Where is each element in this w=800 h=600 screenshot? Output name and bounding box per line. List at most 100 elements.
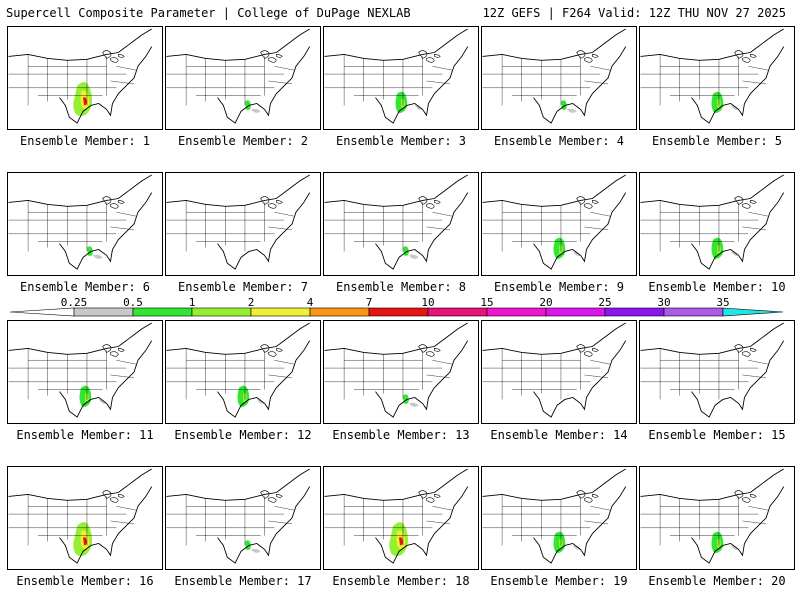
scp-contour-fill: [408, 254, 419, 259]
map-boundary-line: [260, 344, 283, 357]
scp-contour-fill: [250, 108, 261, 113]
colorbar-tick-label: 0.5: [123, 298, 143, 309]
colorbar-tick-label: 7: [366, 298, 373, 309]
colorbar-segment: [663, 307, 724, 317]
ensemble-member-caption: Ensemble Member: 2: [177, 134, 309, 148]
ensemble-member-caption: Ensemble Member: 14: [490, 428, 628, 442]
scp-contour-fill: [414, 105, 423, 110]
map-boundary-line: [640, 494, 769, 546]
scp-contour-fill: [98, 399, 107, 404]
colorbar-segment: [427, 307, 488, 317]
map-boundary-line: [640, 200, 769, 252]
ensemble-member-caption: Ensemble Member: 20: [648, 574, 786, 588]
colorbar-segment: [309, 307, 370, 317]
map-boundary-line: [640, 28, 785, 124]
map-boundary-line: [166, 200, 295, 252]
colorbar-tick-label: 25: [598, 298, 611, 309]
colorbar-high-arrow: [722, 307, 784, 317]
ensemble-member-map: [7, 26, 163, 130]
map-boundary-line: [734, 50, 757, 63]
map-boundary-line: [418, 344, 441, 357]
map-boundary-line: [482, 174, 627, 270]
map-boundary-line: [324, 494, 453, 546]
ensemble-member-map: [165, 466, 321, 570]
colorbar-tick-label: 0.25: [61, 298, 88, 309]
colorbar-segment: [486, 307, 547, 317]
scp-contour-fill: [572, 251, 581, 256]
map-boundary-line: [166, 468, 311, 564]
ensemble-member-caption: Ensemble Member: 19: [490, 574, 628, 588]
us-map-outline: [8, 174, 153, 270]
ensemble-member-map: [165, 320, 321, 424]
map-boundary-line: [640, 174, 785, 270]
map-boundary-line: [8, 322, 153, 418]
ensemble-member-map: [7, 172, 163, 276]
ensemble-member-caption: Ensemble Member: 12: [174, 428, 312, 442]
map-boundary-line: [324, 54, 453, 106]
us-map-outline: [324, 322, 469, 418]
map-boundary-line: [8, 468, 153, 564]
us-map-outline: [640, 28, 785, 124]
ensemble-member-caption: Ensemble Member: 3: [335, 134, 467, 148]
map-boundary-line: [8, 348, 137, 400]
ensemble-member-caption: Ensemble Member: 18: [332, 574, 470, 588]
map-boundary-line: [734, 344, 757, 357]
ensemble-member-map: [639, 466, 795, 570]
us-map-outline: [640, 468, 785, 564]
ensemble-member-map: [165, 172, 321, 276]
us-map-outline: [166, 28, 311, 124]
ensemble-member-map: [323, 320, 479, 424]
map-boundary-line: [324, 468, 469, 564]
map-boundary-line: [640, 348, 769, 400]
colorbar-tick-label: 4: [307, 298, 314, 309]
us-map-outline: [324, 28, 469, 124]
ensemble-member-caption: Ensemble Member: 17: [174, 574, 312, 588]
scp-contour-fill: [92, 254, 103, 259]
map-boundary-line: [8, 200, 137, 252]
map-boundary-line: [260, 50, 283, 63]
map-boundary-line: [166, 348, 295, 400]
ensemble-member-map: [639, 320, 795, 424]
scp-contour-fill: [730, 251, 739, 256]
scp-contour-fill: [83, 97, 87, 106]
us-map-outline: [640, 322, 785, 418]
colorbar-tick-label: 20: [539, 298, 552, 309]
ensemble-member-map: [323, 466, 479, 570]
colorbar-low-arrow: [10, 307, 75, 317]
us-map-outline: [482, 174, 627, 270]
map-boundary-line: [576, 196, 599, 209]
map-boundary-line: [102, 50, 125, 63]
colorbar-tick-label: 10: [421, 298, 434, 309]
map-boundary-line: [418, 196, 441, 209]
us-map-outline: [482, 468, 627, 564]
map-boundary-line: [324, 174, 469, 270]
scp-contour-fill: [256, 399, 265, 404]
scp-contour-fill: [83, 537, 87, 546]
map-boundary-line: [734, 490, 757, 503]
map-boundary-line: [166, 494, 295, 546]
ensemble-member-caption: Ensemble Member: 9: [493, 280, 625, 294]
map-boundary-line: [166, 54, 295, 106]
map-boundary-line: [324, 200, 453, 252]
colorbar-segment: [73, 307, 134, 317]
us-map-outline: [8, 468, 153, 564]
map-boundary-line: [166, 174, 311, 270]
ensemble-member-caption: Ensemble Member: 13: [332, 428, 470, 442]
map-boundary-line: [324, 348, 453, 400]
scp-contour-fill: [566, 108, 577, 113]
map-boundary-line: [8, 28, 153, 124]
us-map-outline: [482, 322, 627, 418]
map-boundary-line: [482, 200, 611, 252]
map-boundary-line: [166, 28, 311, 124]
us-map-outline: [166, 322, 311, 418]
map-boundary-line: [482, 494, 611, 546]
map-boundary-line: [418, 50, 441, 63]
map-boundary-line: [576, 344, 599, 357]
ensemble-member-caption: Ensemble Member: 5: [651, 134, 783, 148]
map-boundary-line: [324, 322, 469, 418]
map-boundary-line: [640, 468, 785, 564]
scp-contour-fill: [399, 537, 403, 546]
us-map-outline: [8, 28, 153, 124]
map-boundary-line: [482, 348, 611, 400]
ensemble-member-caption: Ensemble Member: 11: [16, 428, 154, 442]
